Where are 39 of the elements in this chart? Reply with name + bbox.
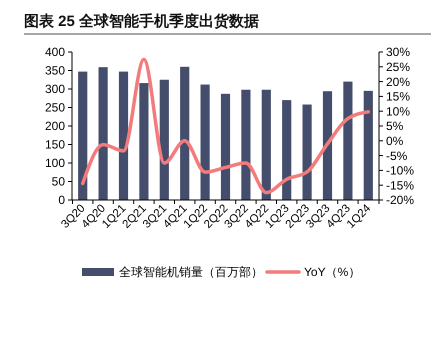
bar [78, 72, 88, 200]
y-tick-label: 400 [44, 45, 66, 60]
y2-tick-label: 10% [386, 104, 410, 118]
legend-label: 全球智能机销量（百万部） [119, 265, 263, 280]
bar [180, 66, 190, 200]
bar [118, 72, 128, 200]
y-tick-label: 150 [44, 138, 66, 152]
y-tick-label: 350 [44, 64, 66, 78]
legend-label: YoY（%） [304, 265, 360, 280]
bar [282, 100, 292, 200]
bar [200, 84, 210, 200]
line-series [80, 58, 370, 194]
y-tick-label: 100 [44, 156, 66, 170]
y-tick-label: 50 [52, 174, 66, 189]
chart-title: 图表 25 全球智能手机季度出货数据 [24, 12, 260, 30]
y2-tick-label: 0% [386, 134, 404, 148]
bar [302, 104, 312, 200]
y2-tick-label: 20% [386, 74, 410, 89]
bar [343, 82, 352, 200]
y-tick-label: 200 [44, 119, 66, 134]
y2-tick-label: 15% [386, 90, 410, 104]
y2-tick-label: 5% [386, 119, 404, 134]
bar [98, 67, 108, 200]
y-tick-label: 300 [44, 82, 66, 96]
bar [241, 90, 250, 200]
y2-tick-label: -10% [386, 164, 414, 178]
bar [364, 90, 373, 200]
bar [322, 91, 332, 200]
bar [139, 83, 148, 200]
bar [160, 80, 169, 200]
bar [262, 90, 271, 200]
bar [220, 94, 230, 200]
y2-tick-label: 25% [386, 60, 410, 74]
y2-tick-label: -5% [386, 148, 408, 163]
y2-tick-label: 30% [386, 45, 410, 60]
y2-tick-label: -20% [386, 193, 414, 208]
y2-tick-label: -15% [386, 178, 414, 192]
y-tick-label: 0 [58, 193, 66, 208]
y-tick-label: 250 [44, 100, 66, 115]
